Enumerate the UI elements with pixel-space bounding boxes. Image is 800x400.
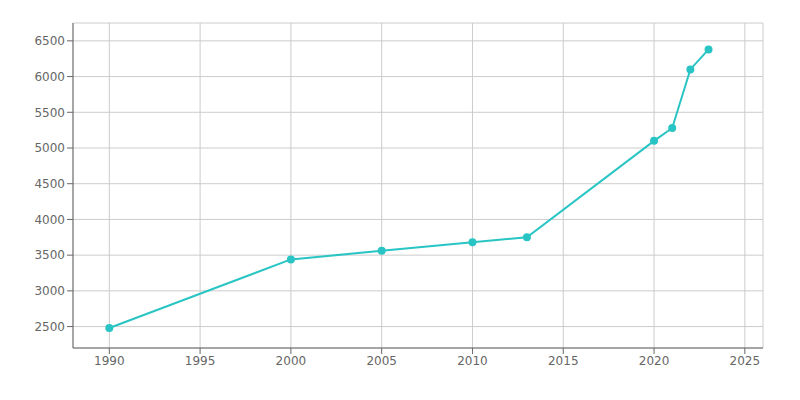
svg-text:2025: 2025	[730, 354, 761, 368]
svg-text:2000: 2000	[276, 354, 307, 368]
svg-text:3500: 3500	[34, 248, 65, 262]
svg-text:5500: 5500	[34, 106, 65, 120]
svg-text:2010: 2010	[457, 354, 488, 368]
svg-text:2500: 2500	[34, 320, 65, 334]
svg-text:5000: 5000	[34, 141, 65, 155]
svg-text:4000: 4000	[34, 213, 65, 227]
svg-text:6000: 6000	[34, 70, 65, 84]
svg-text:2015: 2015	[548, 354, 579, 368]
svg-text:4500: 4500	[34, 177, 65, 191]
svg-text:2020: 2020	[639, 354, 670, 368]
svg-text:1995: 1995	[185, 354, 216, 368]
svg-text:3000: 3000	[34, 284, 65, 298]
svg-text:2005: 2005	[366, 354, 397, 368]
svg-text:6500: 6500	[34, 34, 65, 48]
svg-text:1990: 1990	[94, 354, 125, 368]
